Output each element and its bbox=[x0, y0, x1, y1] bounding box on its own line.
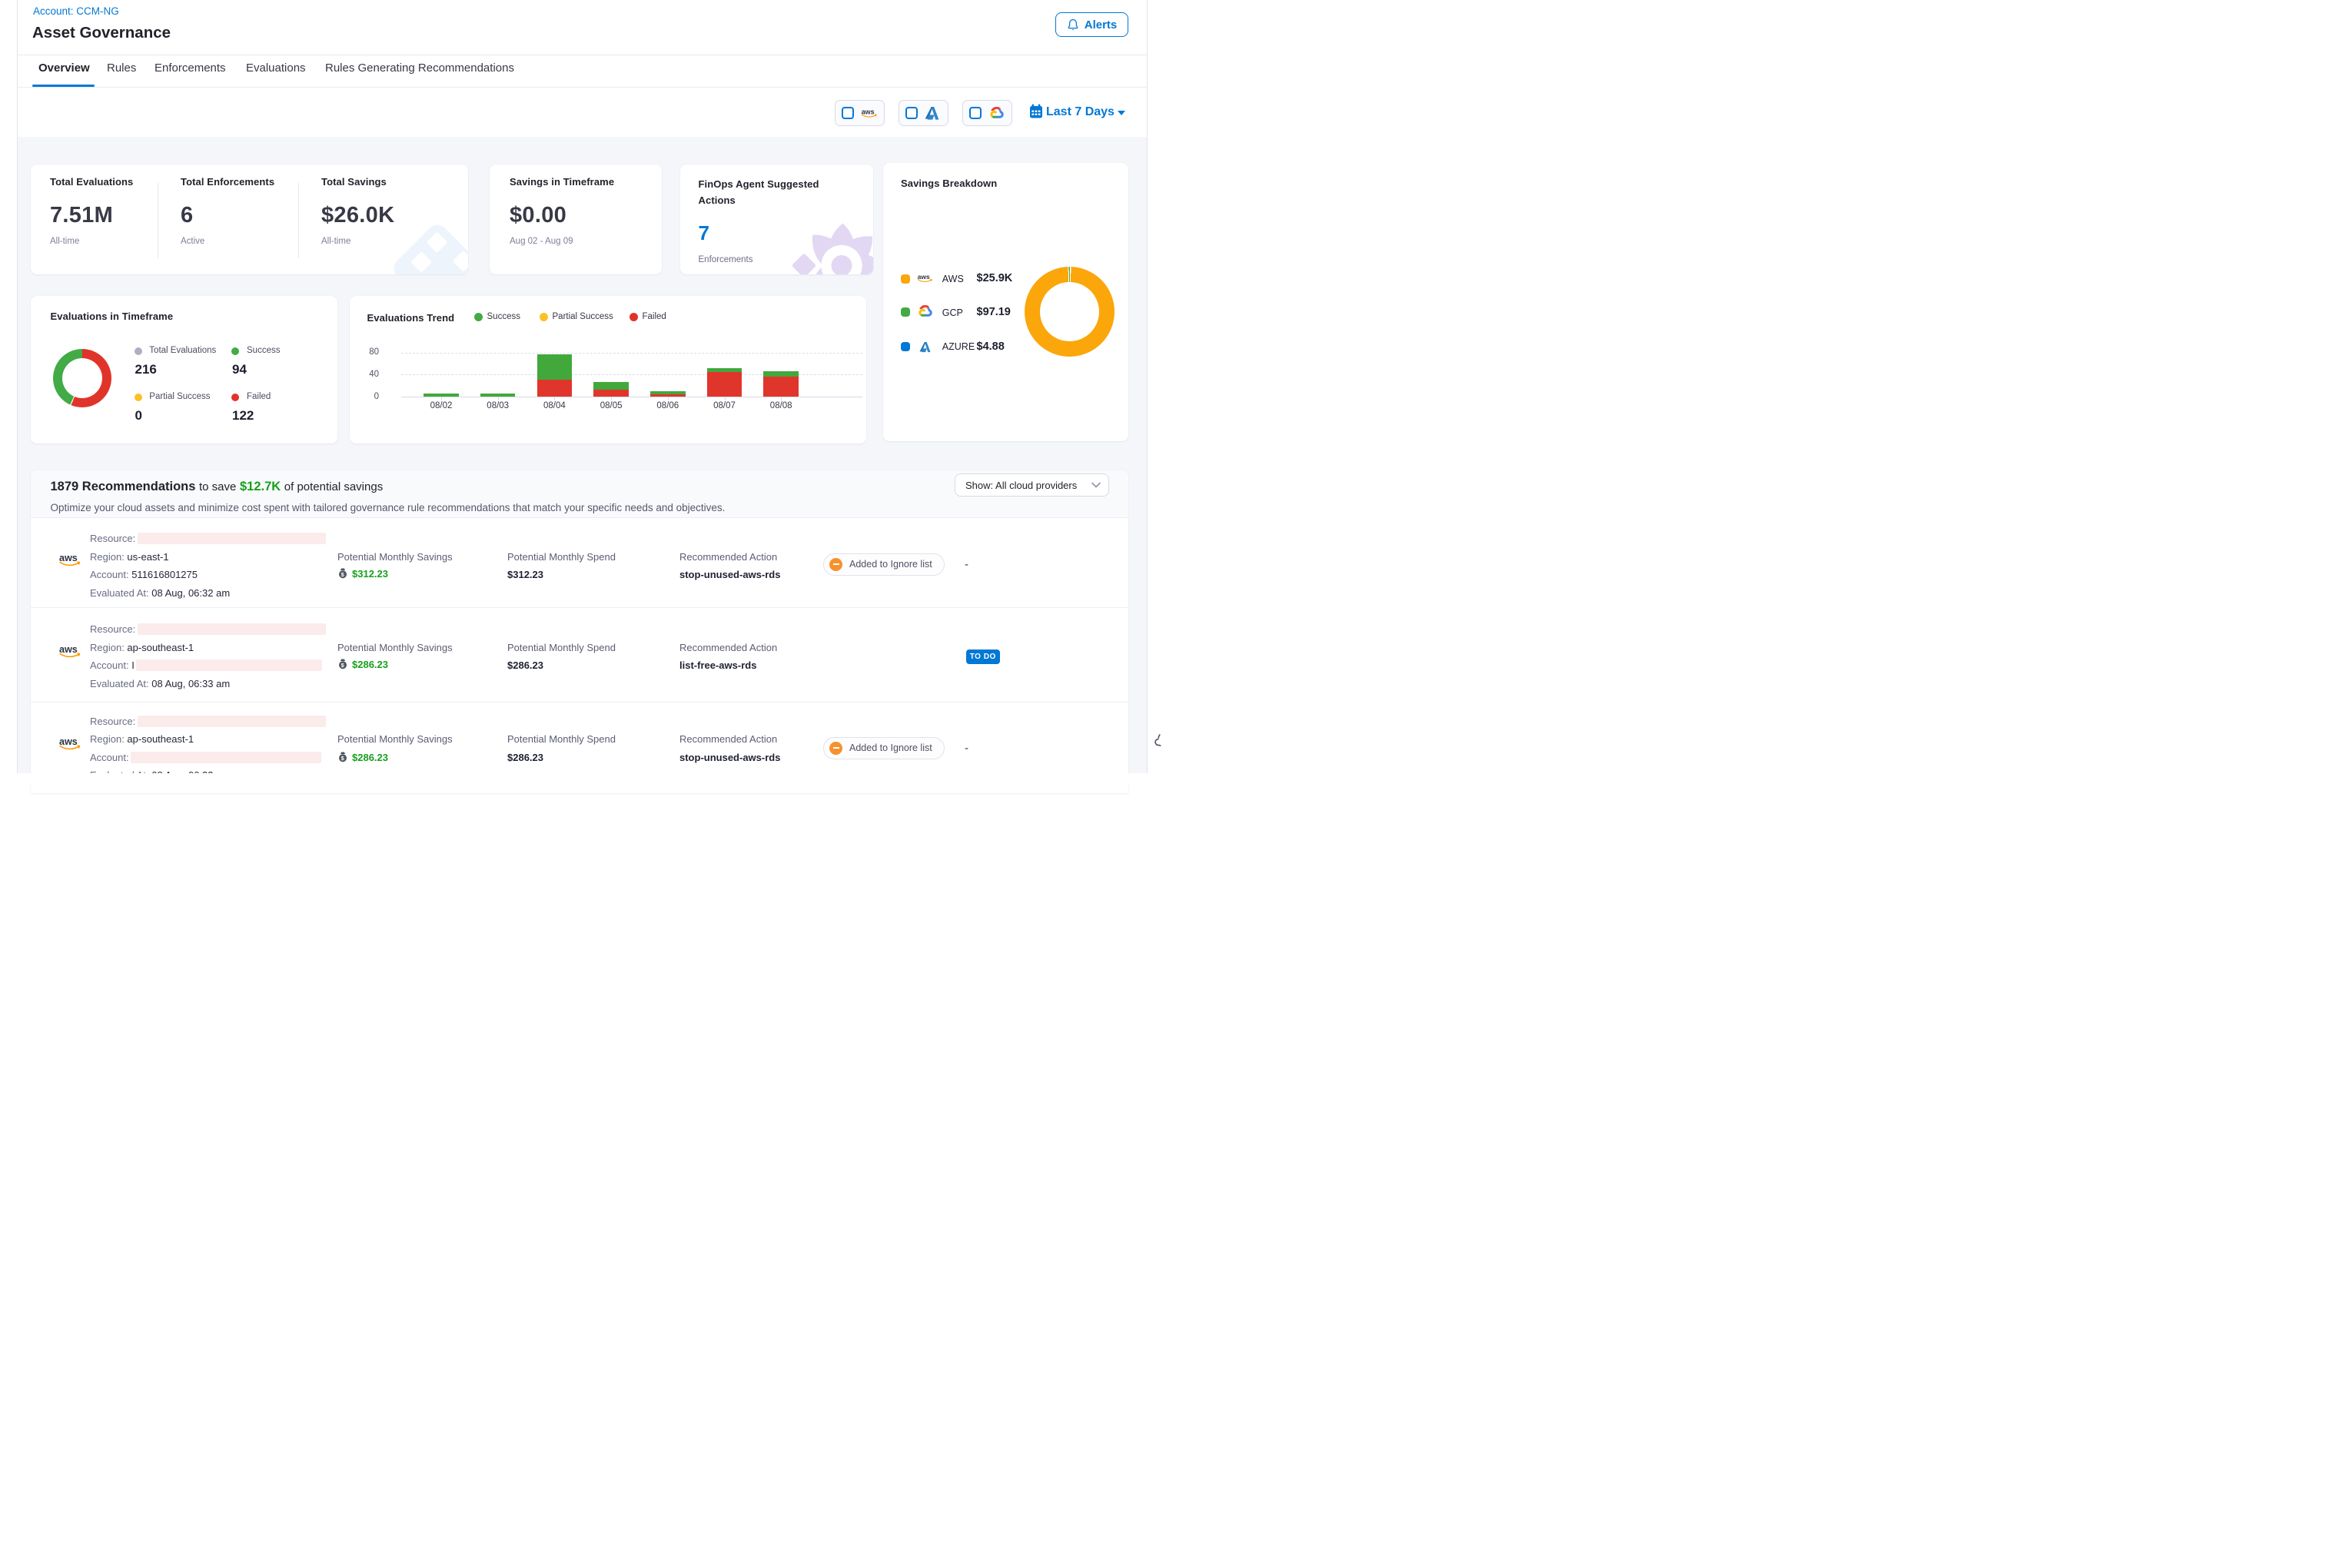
svg-text:aws: aws bbox=[862, 108, 875, 115]
svg-text:aws: aws bbox=[918, 273, 930, 281]
